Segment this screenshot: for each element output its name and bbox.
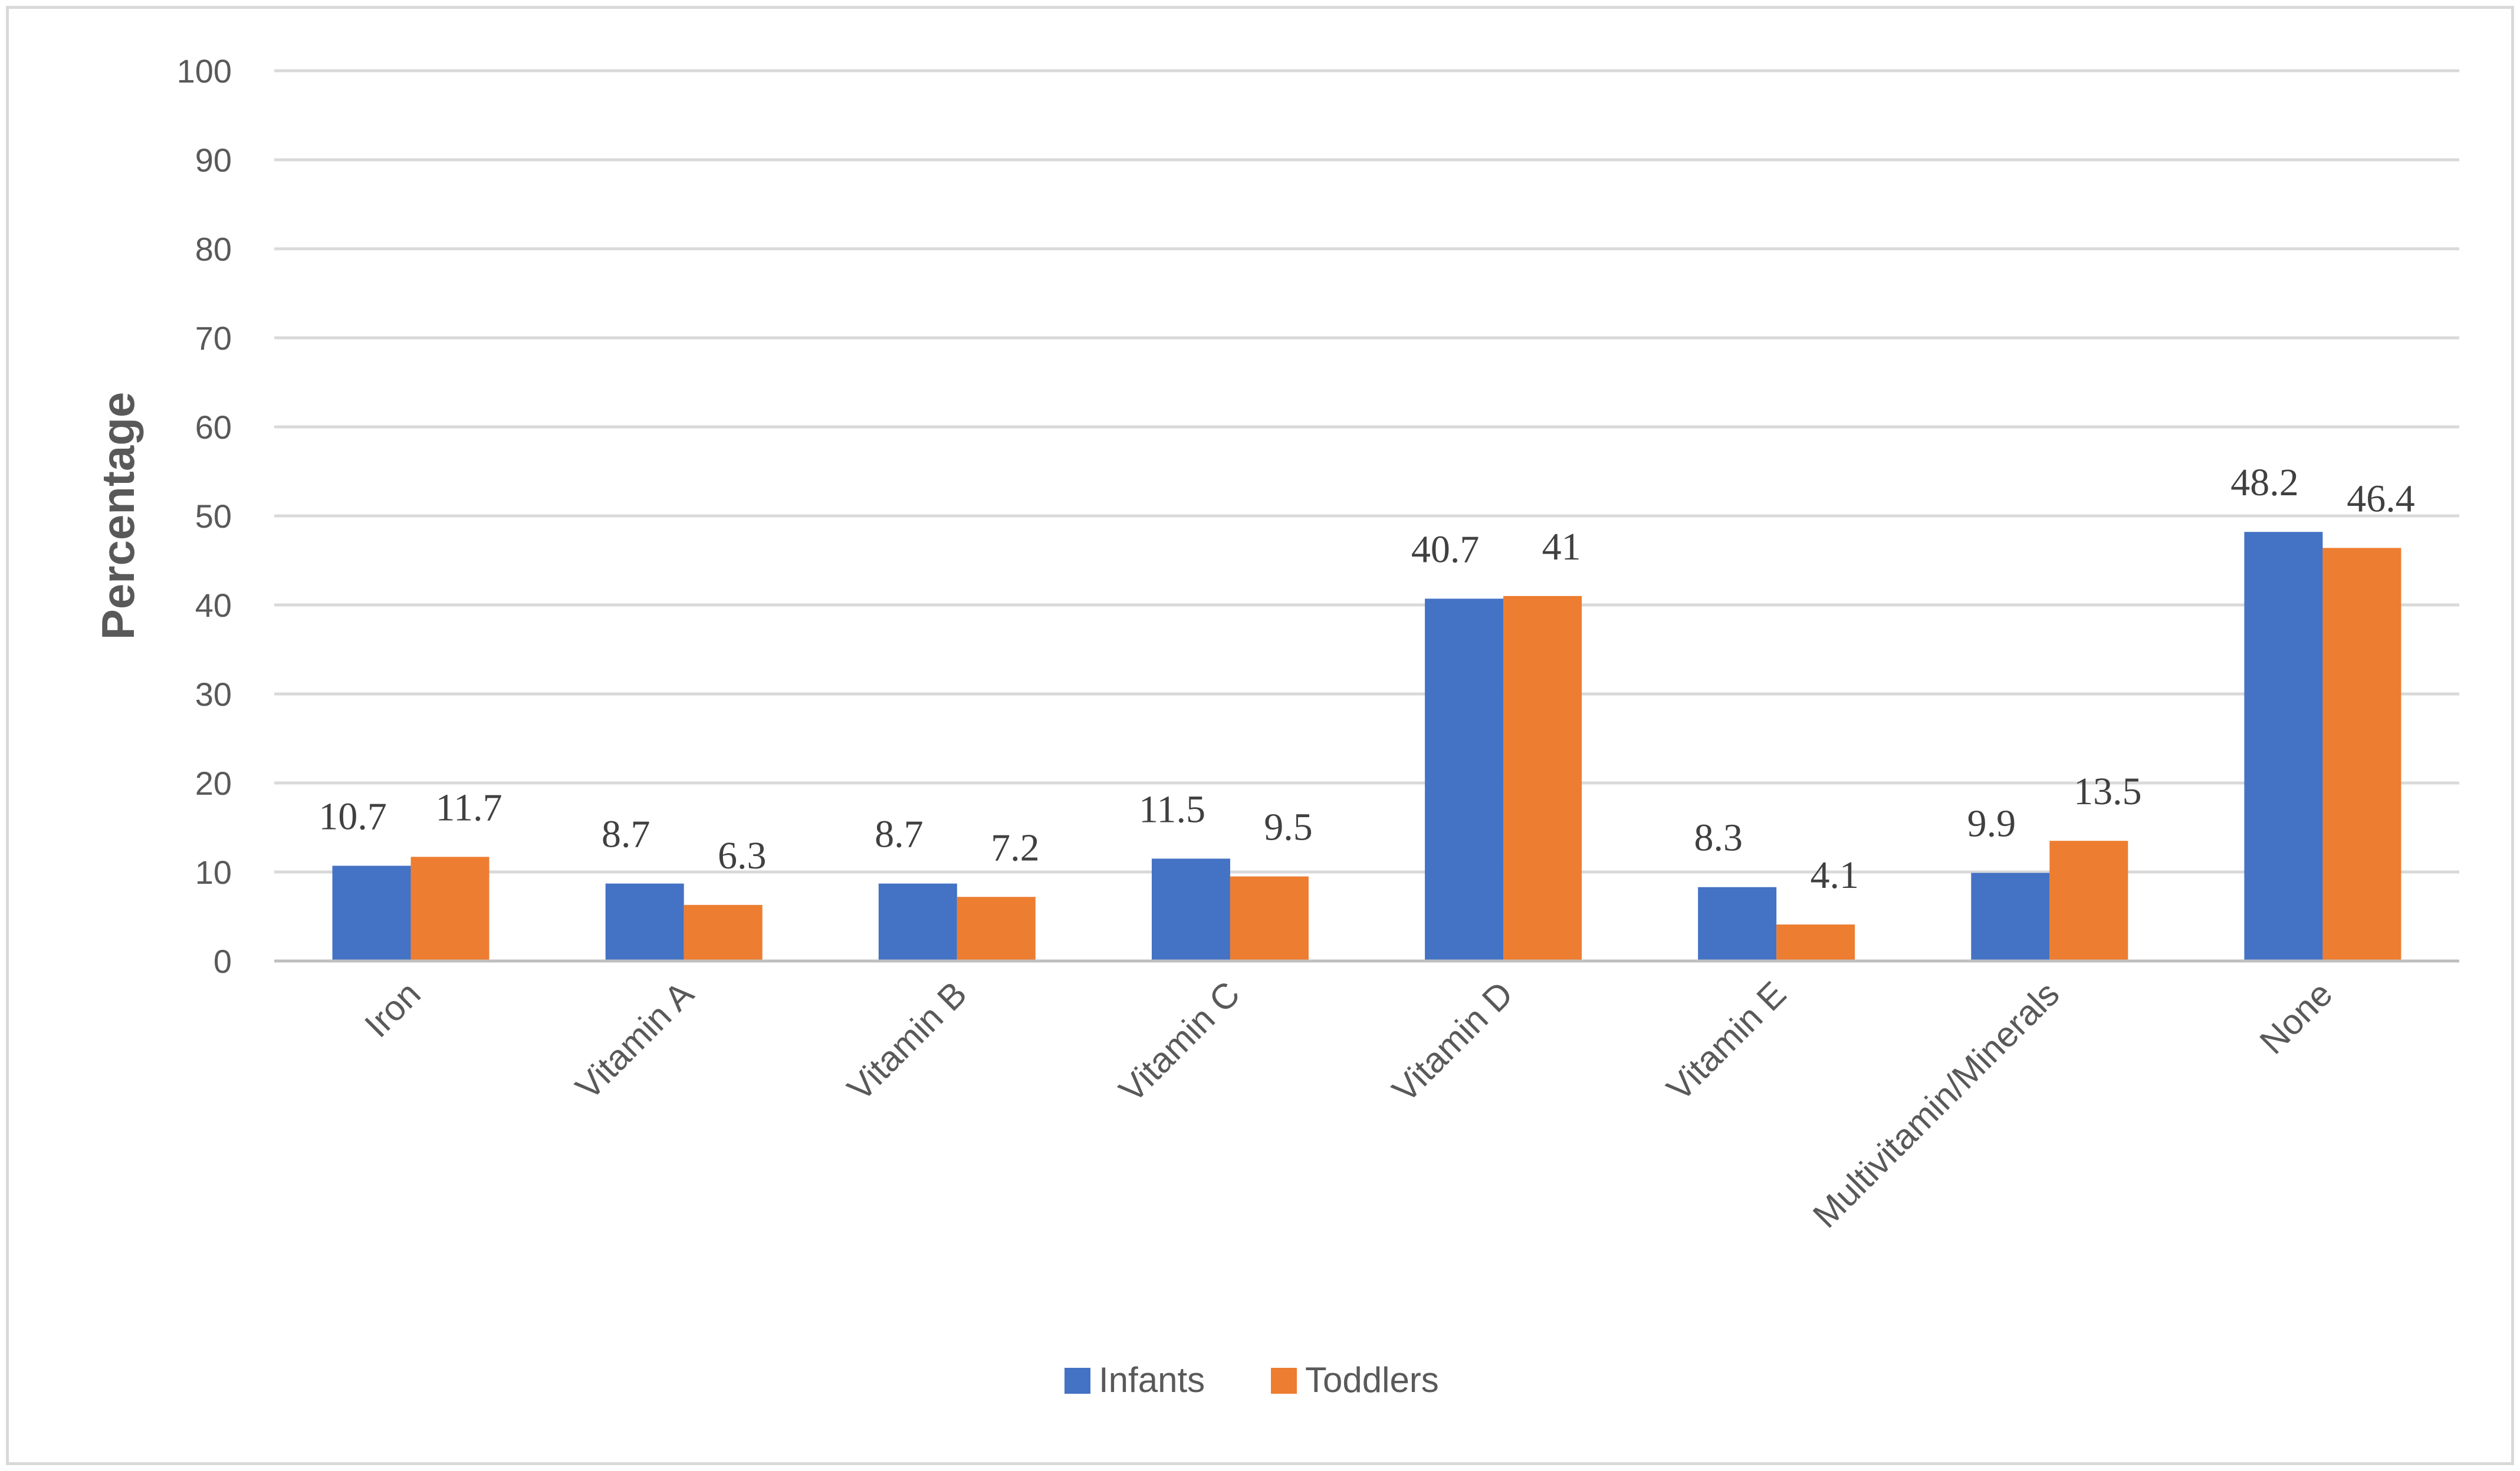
legend-label-infants: Infants bbox=[1099, 1360, 1205, 1400]
x-category-label: Vitamin E bbox=[1659, 974, 1793, 1108]
x-category-label: Iron bbox=[357, 974, 428, 1045]
y-tick-label: 50 bbox=[195, 498, 232, 535]
bars bbox=[332, 532, 2401, 961]
y-tick-label: 90 bbox=[195, 141, 232, 179]
bar-toddlers-2 bbox=[957, 897, 1036, 961]
data-label-toddlers-1: 6.3 bbox=[718, 834, 767, 877]
y-tick-label: 100 bbox=[177, 52, 232, 90]
y-axis-title: Percentage bbox=[92, 392, 144, 640]
bar-infants-1 bbox=[605, 883, 684, 961]
data-label-toddlers-6: 13.5 bbox=[2074, 770, 2142, 813]
data-label-infants-5: 8.3 bbox=[1694, 817, 1743, 860]
bar-infants-2 bbox=[878, 883, 957, 961]
bar-toddlers-0 bbox=[410, 857, 489, 961]
y-tick-label: 60 bbox=[195, 409, 232, 446]
bar-toddlers-5 bbox=[1776, 924, 1855, 961]
bar-chart: 10.7 11.7 8.7 6.3 8.7 7.2 11.5 9.5 40.7 41 8.3 4.1 9… bbox=[92, 52, 2459, 1400]
data-label-toddlers-0: 11.7 bbox=[436, 786, 502, 829]
x-category-label: Vitamin A bbox=[568, 974, 701, 1107]
data-label-infants-1: 8.7 bbox=[602, 813, 650, 856]
data-label-toddlers-5: 4.1 bbox=[1810, 854, 1859, 897]
y-tick-label: 10 bbox=[195, 854, 232, 891]
y-tick-label: 30 bbox=[195, 676, 232, 713]
x-category-label: None bbox=[2252, 974, 2340, 1062]
legend-label-toddlers: Toddlers bbox=[1305, 1360, 1439, 1400]
bar-infants-3 bbox=[1151, 858, 1230, 961]
legend-swatch-toddlers bbox=[1271, 1368, 1297, 1394]
x-category-label: Vitamin B bbox=[840, 974, 974, 1108]
data-label-infants-6: 9.9 bbox=[1967, 802, 2016, 845]
data-label-toddlers-2: 7.2 bbox=[991, 826, 1040, 869]
bar-toddlers-4 bbox=[1503, 595, 1582, 961]
bar-toddlers-7 bbox=[2322, 548, 2401, 961]
y-tick-label: 20 bbox=[195, 765, 232, 802]
x-category-label: Vitamin D bbox=[1385, 974, 1521, 1110]
data-label-infants-7: 48.2 bbox=[2230, 461, 2299, 504]
y-tick-label: 0 bbox=[213, 943, 232, 980]
bar-infants-7 bbox=[2244, 532, 2323, 961]
bar-infants-4 bbox=[1425, 598, 1504, 961]
data-label-toddlers-3: 9.5 bbox=[1264, 806, 1313, 849]
bar-toddlers-6 bbox=[2049, 841, 2128, 961]
bar-infants-6 bbox=[1971, 873, 2050, 961]
axes: 0 10 20 30 40 50 60 70 80 90 100 Iron Vitamin A Vitam… bbox=[177, 52, 2459, 1235]
bar-infants-5 bbox=[1698, 887, 1777, 961]
bar-toddlers-3 bbox=[1230, 876, 1309, 961]
bar-toddlers-1 bbox=[684, 904, 763, 961]
bar-infants-0 bbox=[332, 866, 411, 961]
y-tick-label: 40 bbox=[195, 587, 232, 624]
gridlines bbox=[274, 69, 2459, 874]
data-label-infants-4: 40.7 bbox=[1411, 528, 1480, 571]
x-category-label: Multivitamin/Minerals bbox=[1805, 974, 2066, 1235]
y-tick-label: 70 bbox=[195, 320, 232, 357]
x-category-label: Vitamin C bbox=[1112, 974, 1248, 1110]
data-label-toddlers-4: 41 bbox=[1542, 525, 1581, 568]
data-label-infants-0: 10.7 bbox=[318, 795, 387, 838]
y-tick-label: 80 bbox=[195, 231, 232, 268]
legend-swatch-infants bbox=[1064, 1368, 1090, 1394]
chart-frame: 10.7 11.7 8.7 6.3 8.7 7.2 11.5 9.5 40.7 41 8.3 4.1 9… bbox=[6, 6, 2514, 1465]
data-label-infants-3: 11.5 bbox=[1139, 788, 1205, 831]
legend: Infants Toddlers bbox=[1064, 1360, 1439, 1400]
data-label-infants-2: 8.7 bbox=[875, 813, 924, 856]
data-label-toddlers-7: 46.4 bbox=[2347, 477, 2415, 520]
data-labels: 10.7 11.7 8.7 6.3 8.7 7.2 11.5 9.5 40.7 41 8.3 4.1 9… bbox=[318, 461, 2414, 897]
